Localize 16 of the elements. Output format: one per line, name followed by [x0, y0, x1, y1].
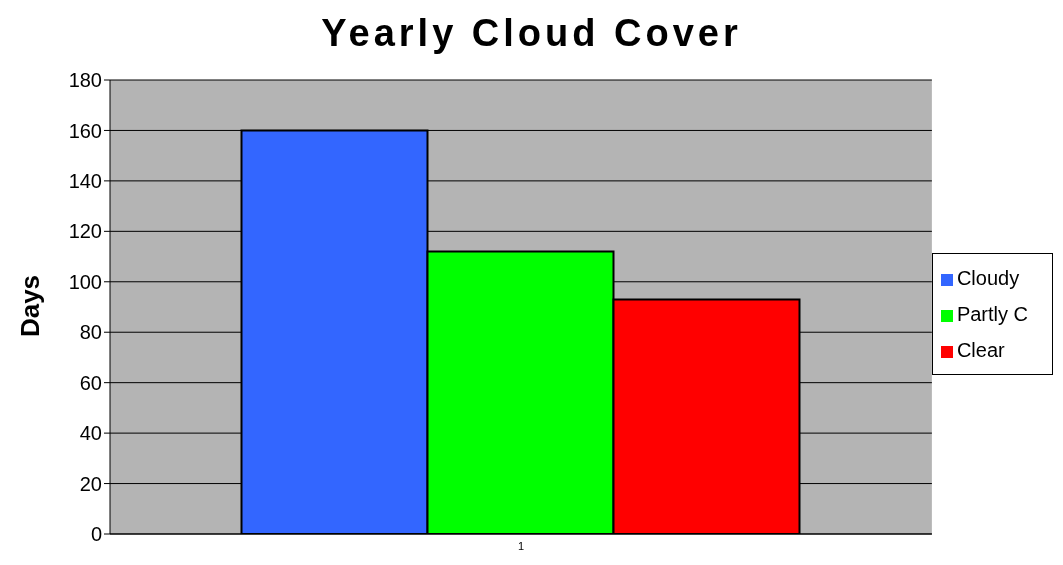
- x-tick-label: 1: [517, 539, 524, 552]
- legend-label: Clear: [956, 339, 1005, 361]
- y-tick-label: 40: [79, 422, 102, 445]
- y-axis-title: Days: [14, 274, 46, 338]
- y-tick-label: 160: [68, 119, 102, 142]
- legend-label: Partly C: [956, 303, 1028, 325]
- y-tick-label: 120: [68, 220, 102, 243]
- y-tick-label: 20: [79, 472, 102, 495]
- y-tick-label: 0: [90, 523, 102, 546]
- y-tick-label: 60: [79, 371, 102, 394]
- y-tick-label: 100: [68, 270, 102, 293]
- y-tick-label: 140: [68, 169, 102, 192]
- y-tick-label: 180: [68, 69, 102, 92]
- legend-label: Cloudy: [956, 267, 1020, 289]
- y-tick-label: 80: [79, 321, 102, 344]
- chart-title: Yearly Cloud Cover: [320, 12, 743, 55]
